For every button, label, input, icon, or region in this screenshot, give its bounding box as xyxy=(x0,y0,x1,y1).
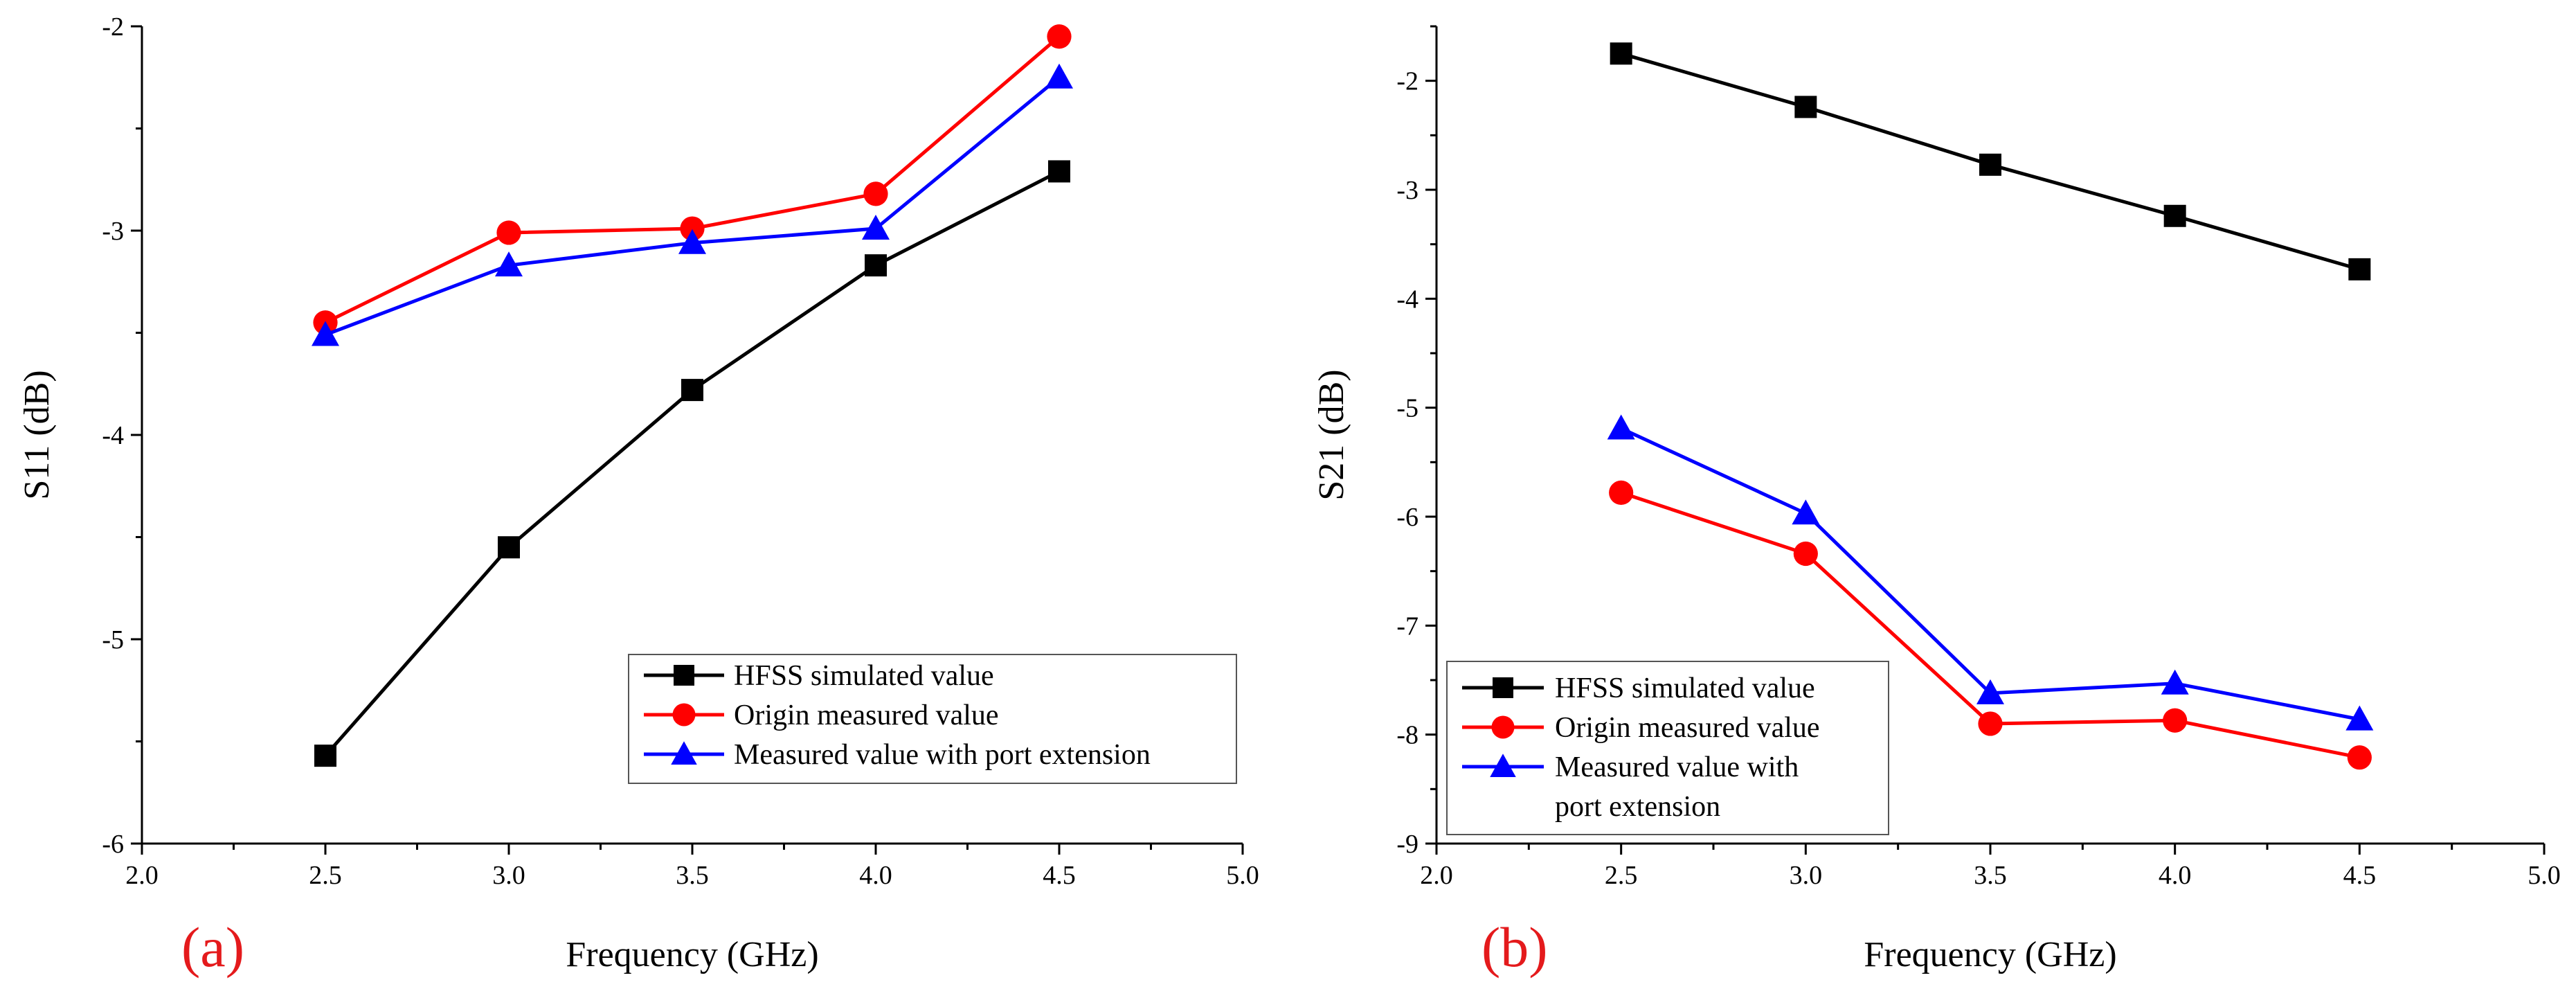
panel-b-legend-marker xyxy=(1491,715,1515,739)
chart-panel-a: 2.0 2.5 3.0 3.5 4.0 4.5 5.0 -6 -5 -4 -3 -2 Frequency… xyxy=(17,12,1259,979)
panel-b-y-tick-label: -3 xyxy=(1396,176,1418,205)
panel-a-data-point xyxy=(314,745,336,767)
panel-a-series-line xyxy=(324,35,1061,324)
panel-b-y-axis-title: S21 (dB) xyxy=(1312,369,1351,500)
panel-a-y-axis-title: S11 (dB) xyxy=(17,370,57,499)
chart-panel-b: 2.0 2.5 3.0 3.5 4.0 4.5 5.0 -9 -8 -7 -6 -5 -4 -3 -2 Fre… xyxy=(1312,25,2561,979)
panel-b-legend-marker xyxy=(1493,677,1513,698)
panel-a-legend-box xyxy=(628,654,1237,784)
panel-a-x-tick-label: 3.0 xyxy=(492,861,525,890)
panel-a-data-point xyxy=(498,536,520,559)
panel-b-x-tick-label: 4.5 xyxy=(2343,861,2377,890)
panel-a-panel-label: (a) xyxy=(181,916,244,979)
panel-b-x-tick-label: 5.0 xyxy=(2528,861,2561,890)
panel-a-legend-label: Measured value with port extension xyxy=(734,739,1151,771)
panel-a-x-axis-title: Frequency (GHz) xyxy=(566,935,818,974)
panel-a-data-point xyxy=(495,251,523,277)
panel-a-y-tick-label: -6 xyxy=(102,830,124,859)
panel-b-y-tick-label: -7 xyxy=(1396,612,1418,641)
panel-a-data-point xyxy=(862,215,890,240)
panel-a-data-point xyxy=(863,181,888,206)
panel-b-data-point xyxy=(1976,679,2004,704)
panel-a-data-point xyxy=(1047,24,1072,49)
panel-b-data-point xyxy=(1794,96,1817,118)
panel-a-data-point xyxy=(1048,160,1070,183)
panel-a-data-point xyxy=(681,379,703,402)
panel-b-data-point xyxy=(2161,669,2189,695)
panel-a-legend-item: Origin measured value xyxy=(644,700,999,731)
panel-b-legend-label: HFSS simulated value xyxy=(1555,672,1815,704)
panel-b-data-point xyxy=(2163,708,2188,733)
panel-b-data-point xyxy=(1792,499,1820,525)
panel-b-x-tick-label: 3.5 xyxy=(1974,861,2007,890)
panel-b-legend-label: Origin measured value xyxy=(1555,712,1820,744)
panel-b-legend: HFSS simulated value Origin measured valu… xyxy=(1446,661,1889,835)
panel-a-x-tick-label: 2.5 xyxy=(309,861,342,890)
panel-b-series-3 xyxy=(1607,414,2374,731)
panel-a-x-tick-label: 2.0 xyxy=(125,861,159,890)
panel-a-legend: HFSS simulated value Origin measured valu… xyxy=(628,654,1237,784)
panel-a-data-point xyxy=(680,216,705,241)
panel-b-data-point xyxy=(2348,258,2371,280)
panel-b-data-point xyxy=(1978,711,2003,736)
panel-b-series-1 xyxy=(1610,42,2371,280)
panel-a-x-tick-label: 4.5 xyxy=(1043,861,1076,890)
panel-b-data-point xyxy=(1609,480,1634,505)
panel-b-data-point xyxy=(1793,541,1818,567)
panel-a-legend-label: HFSS simulated value xyxy=(734,660,994,692)
panel-a-x-tick-label: 5.0 xyxy=(1226,861,1259,890)
panel-b-y-tick-label: -5 xyxy=(1396,394,1418,423)
panel-a-data-point xyxy=(865,254,887,277)
panel-b-legend-item: Origin measured value xyxy=(1462,712,1820,744)
panel-b-legend-item: Measured value with port extension xyxy=(1462,751,1799,823)
panel-a-series-2 xyxy=(313,24,1072,335)
panel-b-legend-label: Measured value with xyxy=(1555,751,1799,783)
panel-a-y-tick-label: -4 xyxy=(102,421,124,450)
panel-a-legend-item: HFSS simulated value xyxy=(644,660,994,692)
panel-b-y-tick-label: -4 xyxy=(1396,285,1418,314)
panel-a-y-tick-label: -2 xyxy=(102,12,124,42)
panel-b-legend-marker xyxy=(1490,754,1516,777)
panel-a-y-tick-label: -5 xyxy=(102,625,124,654)
panel-a-series-3 xyxy=(312,63,1073,346)
panel-b-y-tick-label: -8 xyxy=(1396,721,1418,750)
panel-a-x-tick-label: 4.0 xyxy=(859,861,892,890)
panel-b-x-tick-label: 4.0 xyxy=(2159,861,2192,890)
panel-b-data-point xyxy=(2347,745,2372,770)
panel-b-legend-label: port extension xyxy=(1555,791,1720,823)
panel-a-y-tick-label: -3 xyxy=(102,217,124,246)
panel-b-x-tick-label: 3.0 xyxy=(1790,861,1823,890)
panel-b-data-point xyxy=(2163,204,2186,227)
panel-b-x-tick-label: 2.5 xyxy=(1605,861,1638,890)
panel-a-data-point xyxy=(496,220,521,245)
panel-b-data-point xyxy=(1979,153,2001,176)
panel-b-data-point xyxy=(2345,705,2374,731)
panel-b-data-point xyxy=(1607,414,1635,440)
panel-b-x-axis-title: Frequency (GHz) xyxy=(1864,935,2116,974)
panel-b-x-tick-label: 2.0 xyxy=(1420,861,1453,890)
panel-b-legend-item: HFSS simulated value xyxy=(1462,672,1815,704)
panel-a-legend-marker xyxy=(672,703,696,727)
panel-a-data-point xyxy=(312,321,339,346)
panel-b-panel-label: (b) xyxy=(1481,916,1548,979)
panel-a-data-point xyxy=(1045,63,1073,89)
panel-a-legend-item: Measured value with port extension xyxy=(644,739,1151,771)
panel-b-legend-box xyxy=(1446,661,1889,835)
panel-a-data-point xyxy=(678,229,706,254)
panel-a-x-tick-label: 3.5 xyxy=(676,861,709,890)
panel-b-data-point xyxy=(1610,42,1632,65)
panel-b-series-2 xyxy=(1609,480,2372,770)
panel-a-series-line xyxy=(325,75,1061,337)
panel-a-legend-marker xyxy=(674,665,694,686)
panel-b-y-tick-label: -6 xyxy=(1396,503,1418,532)
panel-b-y-tick-label: -2 xyxy=(1396,67,1418,96)
panel-a-legend-marker xyxy=(671,741,697,765)
panel-a-legend-label: Origin measured value xyxy=(734,700,999,731)
panel-a-series-1 xyxy=(314,160,1070,767)
panel-b-y-tick-label: -9 xyxy=(1396,830,1418,859)
